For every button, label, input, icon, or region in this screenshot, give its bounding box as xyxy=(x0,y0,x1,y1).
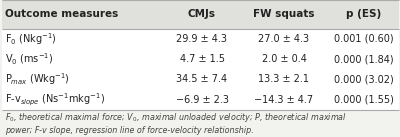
Text: F-v$_{slope}$ (Ns$^{-1}$mkg$^{-1}$): F-v$_{slope}$ (Ns$^{-1}$mkg$^{-1}$) xyxy=(5,92,105,108)
Text: 29.9 ± 4.3: 29.9 ± 4.3 xyxy=(176,34,228,44)
Bar xyxy=(2,0,399,29)
Text: 34.5 ± 7.4: 34.5 ± 7.4 xyxy=(176,75,228,84)
Text: P$_{max}$ (Wkg$^{-1}$): P$_{max}$ (Wkg$^{-1}$) xyxy=(5,72,70,87)
Text: 0.000 (3.02): 0.000 (3.02) xyxy=(334,75,394,84)
Text: FW squats: FW squats xyxy=(253,9,315,19)
Text: 0.000 (1.84): 0.000 (1.84) xyxy=(334,54,394,64)
Text: 2.0 ± 0.4: 2.0 ± 0.4 xyxy=(262,54,306,64)
Text: 0.001 (0.60): 0.001 (0.60) xyxy=(334,34,394,44)
Text: Outcome measures: Outcome measures xyxy=(5,9,118,19)
Text: 13.3 ± 2.1: 13.3 ± 2.1 xyxy=(258,75,310,84)
Text: −14.3 ± 4.7: −14.3 ± 4.7 xyxy=(254,95,314,105)
Text: p (ES): p (ES) xyxy=(346,9,382,19)
Text: −6.9 ± 2.3: −6.9 ± 2.3 xyxy=(176,95,228,105)
Text: power; F-v slope, regression line of force-velocity relationship.: power; F-v slope, regression line of for… xyxy=(5,126,254,135)
Text: CMJs: CMJs xyxy=(188,9,216,19)
Text: V$_0$ (ms$^{-1}$): V$_0$ (ms$^{-1}$) xyxy=(5,52,54,67)
Text: F$_0$ (Nkg$^{-1}$): F$_0$ (Nkg$^{-1}$) xyxy=(5,31,57,47)
Bar xyxy=(2,29,399,110)
Text: 0.000 (1.55): 0.000 (1.55) xyxy=(334,95,394,105)
Text: 4.7 ± 1.5: 4.7 ± 1.5 xyxy=(180,54,224,64)
Text: 27.0 ± 4.3: 27.0 ± 4.3 xyxy=(258,34,310,44)
Text: F$_0$, theoretical maximal force; V$_0$, maximal unloaded velocity; P, theoretic: F$_0$, theoretical maximal force; V$_0$,… xyxy=(5,111,347,124)
